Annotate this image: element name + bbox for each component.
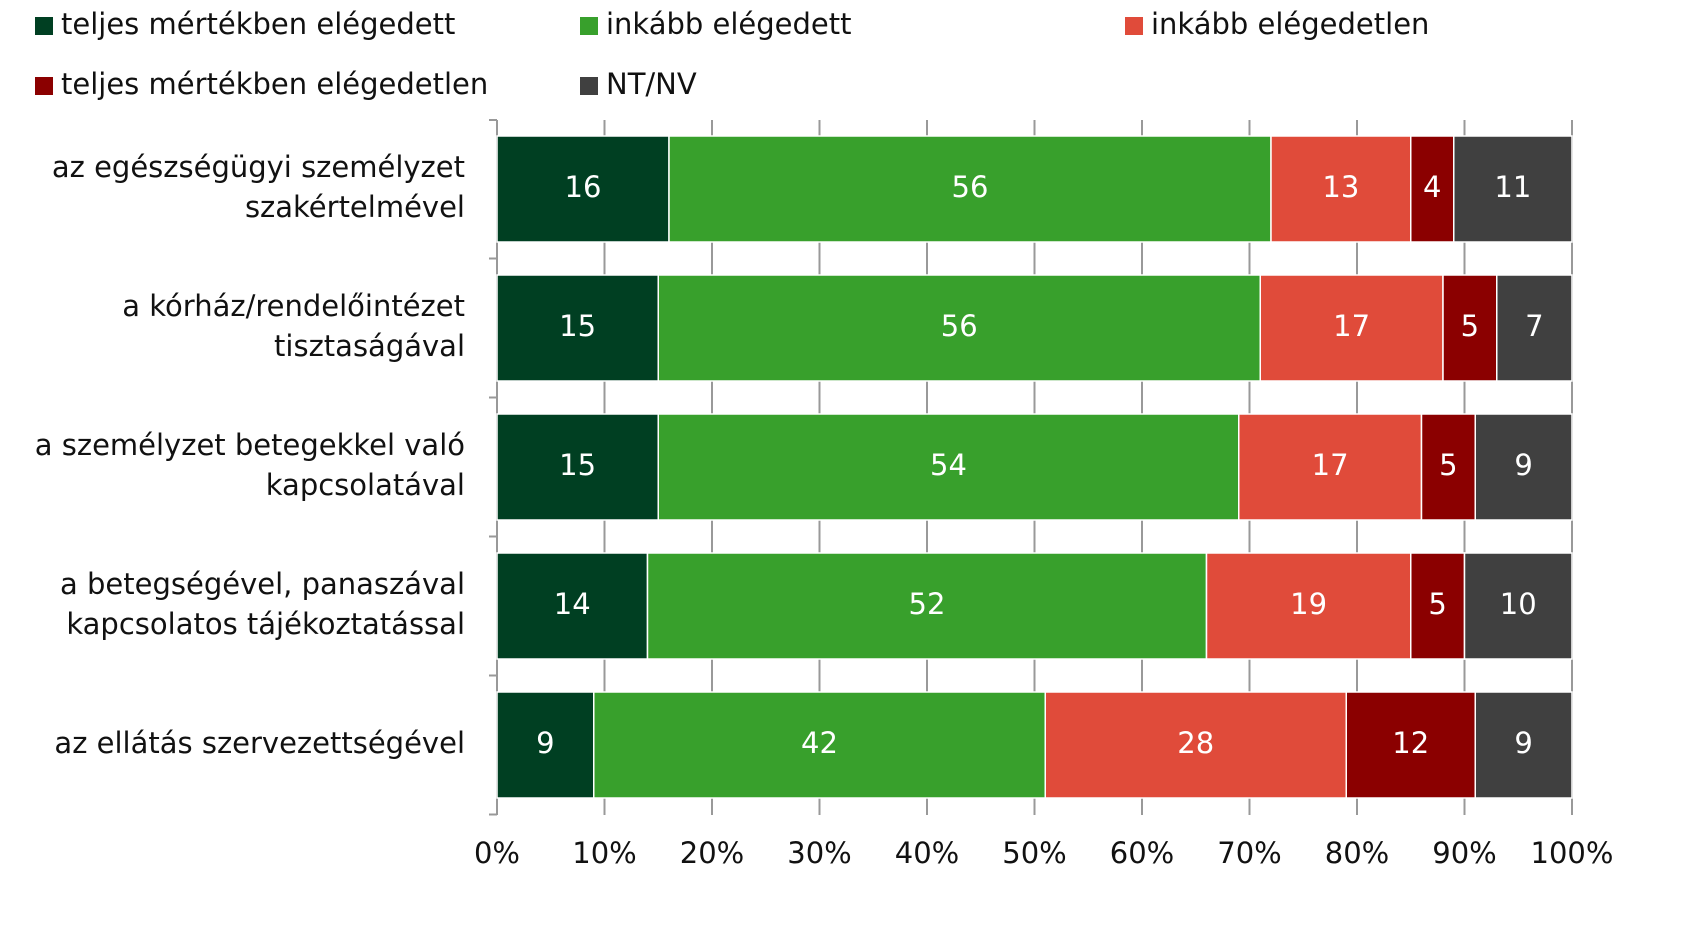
x-tick-label: 30%: [787, 836, 851, 870]
bar-segment: [1259, 274, 1444, 382]
legend-swatch: [580, 17, 598, 35]
bar-segment: [496, 552, 649, 660]
legend-label: teljes mértékben elégedetlen: [61, 67, 488, 101]
bar-segment: [1420, 413, 1476, 521]
bar-segment: [496, 691, 595, 799]
bar-segment: [496, 274, 659, 382]
x-tick-label: 90%: [1432, 836, 1496, 870]
legend-swatch: [35, 17, 53, 35]
x-tick-label: 10%: [572, 836, 636, 870]
data-label: 10: [1500, 587, 1537, 621]
y-tick-label: kapcsolatával: [266, 468, 465, 502]
y-tick-label: tisztaságával: [274, 329, 465, 363]
data-label: 52: [909, 587, 946, 621]
data-label: 56: [952, 170, 989, 204]
bar-segment: [1044, 691, 1347, 799]
data-label: 17: [1312, 448, 1349, 482]
data-label: 5: [1439, 448, 1457, 482]
x-tick-label: 40%: [895, 836, 959, 870]
x-tick-label: 50%: [1002, 836, 1066, 870]
bar-segment: [646, 552, 1208, 660]
bar-segment: [1453, 135, 1573, 243]
bar-segment: [1474, 691, 1573, 799]
data-label: 17: [1333, 309, 1370, 343]
bar-segment: [1205, 552, 1412, 660]
bar-segment: [1496, 274, 1573, 382]
legend-swatch: [35, 77, 53, 95]
data-label: 9: [1514, 448, 1532, 482]
bar-segment: [657, 274, 1261, 382]
bar-segment: [496, 413, 659, 521]
bar-segment: [657, 413, 1240, 521]
legend-label: inkább elégedetlen: [1151, 7, 1429, 41]
data-label: 7: [1525, 309, 1543, 343]
data-label: 54: [930, 448, 967, 482]
data-label: 14: [554, 587, 591, 621]
bar-segment: [1270, 135, 1412, 243]
data-label: 16: [565, 170, 602, 204]
data-label: 11: [1494, 170, 1531, 204]
data-label: 15: [559, 309, 596, 343]
data-label: 42: [801, 726, 838, 760]
x-tick-label: 100%: [1531, 836, 1614, 870]
data-label: 56: [941, 309, 978, 343]
bar-segment: [593, 691, 1046, 799]
bar-segment: [1410, 135, 1455, 243]
x-tick-label: 60%: [1110, 836, 1174, 870]
data-label: 13: [1322, 170, 1359, 204]
data-label: 5: [1428, 587, 1446, 621]
bar-segment: [496, 135, 670, 243]
data-label: 15: [559, 448, 596, 482]
legend-swatch: [580, 77, 598, 95]
legend-swatch: [1125, 17, 1143, 35]
data-label: 9: [536, 726, 554, 760]
legend-label: inkább elégedett: [606, 7, 852, 41]
legend-label: teljes mértékben elégedett: [61, 7, 455, 41]
data-label: 5: [1461, 309, 1479, 343]
data-label: 19: [1290, 587, 1327, 621]
y-tick-label: az egészségügyi személyzet: [52, 150, 465, 184]
bar-segment: [1238, 413, 1423, 521]
bar-segment: [1345, 691, 1476, 799]
bar-segment: [1463, 552, 1573, 660]
x-tick-label: 0%: [474, 836, 520, 870]
data-label: 12: [1392, 726, 1429, 760]
y-tick-label: kapcsolatos tájékoztatással: [66, 607, 465, 641]
data-label: 9: [1514, 726, 1532, 760]
data-label: 4: [1423, 170, 1441, 204]
x-tick-label: 80%: [1325, 836, 1389, 870]
data-label: 28: [1177, 726, 1214, 760]
y-tick-label: a személyzet betegekkel való: [35, 428, 465, 462]
bar-segment: [1474, 413, 1573, 521]
bar-segment: [668, 135, 1272, 243]
x-tick-label: 70%: [1217, 836, 1281, 870]
x-tick-label: 20%: [680, 836, 744, 870]
y-tick-label: szakértelmével: [245, 190, 465, 224]
y-tick-label: a betegségével, panaszával: [60, 567, 465, 601]
bar-segment: [1410, 552, 1466, 660]
y-tick-label: a kórház/rendelőintézet: [122, 289, 465, 323]
legend-label: NT/NV: [606, 67, 697, 101]
y-tick-label: az ellátás szervezettségével: [54, 726, 465, 760]
